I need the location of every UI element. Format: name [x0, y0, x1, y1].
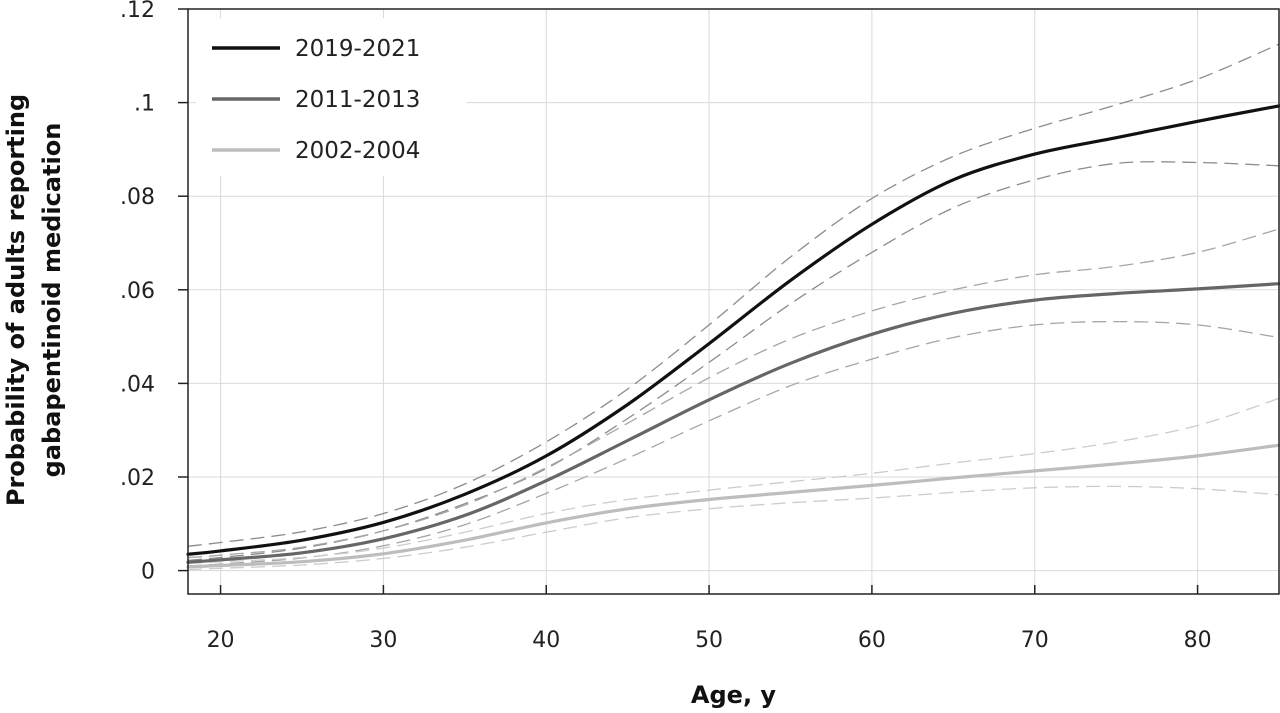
series-line-2002-2004 [186, 443, 1280, 569]
ci-upper-line-2011-2013 [187, 228, 1280, 559]
y-axis-title-line-1: Probability of adults reporting [2, 94, 30, 506]
y-tick-label-0: 0 [141, 560, 155, 585]
legend-label-2011-2013: 2011-2013 [295, 87, 420, 113]
y-tick-label-4: .08 [120, 185, 155, 210]
x-tick-label-30: 30 [369, 628, 397, 653]
legend-label-2002-2004: 2002-2004 [295, 138, 420, 164]
x-tick-label-50: 50 [695, 628, 723, 653]
x-axis-title: Age, y [691, 681, 777, 709]
y-tick-label-2: .04 [120, 372, 155, 397]
x-tick-label-60: 60 [858, 628, 886, 653]
legend: 2019-2021 2011-2013 2002-2004 [212, 36, 420, 164]
ci-lower-line-2002-2004 [187, 485, 1280, 571]
x-axis-ticks: 20 30 40 50 60 70 80 [207, 585, 1212, 653]
y-tick-label-6: .12 [120, 0, 155, 23]
x-tick-label-40: 40 [532, 628, 560, 653]
y-tick-label-1: .02 [120, 466, 155, 491]
y-tick-label-5: .1 [134, 92, 155, 117]
y-axis-title-line-2: gabapentinoid medication [38, 123, 66, 478]
x-tick-label-20: 20 [207, 628, 235, 653]
y-axis-ticks: 0 .02 .04 .06 .08 .1 .12 [120, 0, 188, 585]
series-line-2019-2021 [186, 104, 1280, 556]
ci-lower-line-2019-2021 [187, 161, 1280, 561]
x-tick-label-80: 80 [1184, 628, 1212, 653]
y-tick-label-3: .06 [120, 279, 155, 304]
confidence-bands [187, 43, 1280, 571]
ci-upper-line-2019-2021 [187, 43, 1280, 547]
x-tick-label-70: 70 [1021, 628, 1049, 653]
legend-label-2019-2021: 2019-2021 [295, 36, 420, 62]
series-line-2011-2013 [186, 282, 1280, 564]
y-axis-title: Probability of adults reporting gabapenti… [2, 94, 66, 506]
series-lines [186, 104, 1280, 569]
plot-frame [187, 8, 1280, 595]
ci-upper-line-2002-2004 [187, 397, 1280, 564]
